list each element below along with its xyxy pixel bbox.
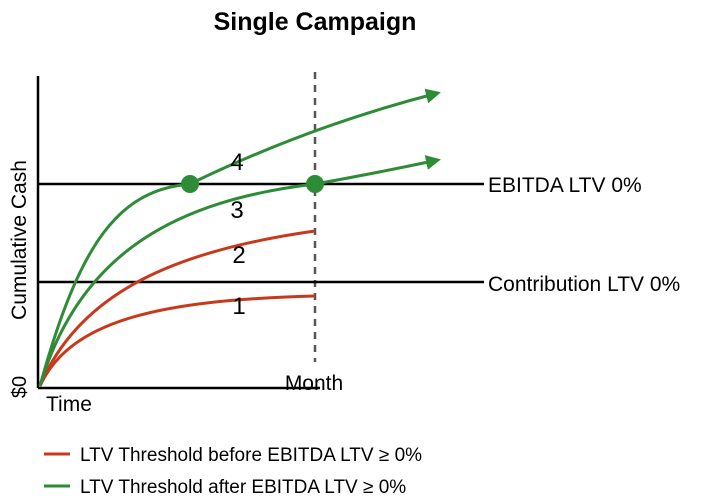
month-label: Month [285,372,343,395]
curve-label-2: 2 [232,242,245,269]
legend-label-green: LTV Threshold after EBITDA LTV ≥ 0% [80,477,406,498]
intersection-dot-curve-4 [181,175,199,193]
y-axis-label: Cumulative Cash [8,160,31,320]
curve-2 [38,229,316,387]
intersection-dot-curve-3 [306,175,324,193]
legend-label-red: LTV Threshold before EBITDA LTV ≥ 0% [80,445,422,466]
curve-label-4: 4 [230,149,243,176]
diagram-title: Single Campaign [214,8,417,36]
curve-4 [38,88,441,387]
y-origin-label: $0 [9,376,31,398]
curve-label-1: 1 [232,293,245,320]
contribution-threshold-label: Contribution LTV 0% [488,273,680,296]
curve-3 [38,155,441,387]
ebitda-threshold-label: EBITDA LTV 0% [488,174,642,197]
x-origin-label: Time [46,393,92,416]
curve-label-3: 3 [230,197,243,224]
curve-1 [38,294,316,387]
